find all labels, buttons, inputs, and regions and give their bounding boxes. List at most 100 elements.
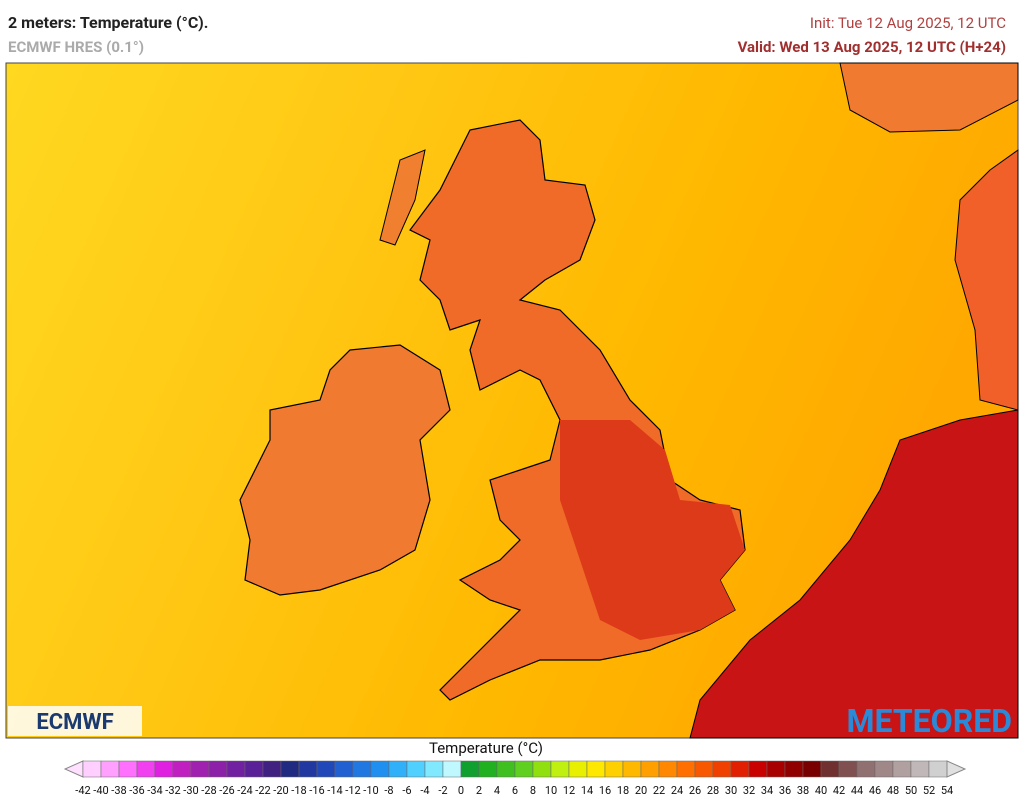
legend-tick-label: 42 <box>833 784 845 797</box>
color-swatch <box>748 760 768 778</box>
hebrides <box>379 149 426 246</box>
color-swatch <box>892 760 912 778</box>
color-swatch <box>910 760 930 778</box>
legend-tick-label: 2 <box>476 784 482 797</box>
ecmwf-logo-box <box>8 706 142 736</box>
color-swatch <box>496 760 516 778</box>
legend-tick-label: -14 <box>327 784 342 797</box>
legend-tick-label: 14 <box>581 784 593 797</box>
legend-tick-label: 50 <box>905 784 917 797</box>
color-swatch <box>586 760 606 778</box>
color-swatch <box>82 760 102 778</box>
color-swatch <box>730 760 750 778</box>
legend-tick-label: 44 <box>851 784 863 797</box>
color-swatch <box>352 760 372 778</box>
legend-tick-label: 22 <box>653 784 665 797</box>
color-swatch <box>802 760 822 778</box>
legend-tick-label: -8 <box>384 784 393 797</box>
norway <box>839 62 1019 133</box>
legend-tick-label: -24 <box>237 784 252 797</box>
color-swatch <box>406 760 426 778</box>
sweden <box>954 149 1019 411</box>
legend-tick-label: -30 <box>183 784 198 797</box>
color-swatch <box>154 760 174 778</box>
legend-tick-label: 48 <box>887 784 899 797</box>
legend-tick-label: 38 <box>797 784 809 797</box>
legend-tick-label: 46 <box>869 784 881 797</box>
legend-tick-label: -16 <box>309 784 324 797</box>
ireland <box>239 344 451 596</box>
legend-tick-label: 54 <box>941 784 953 797</box>
ecmwf-logo: ECMWF <box>36 710 113 735</box>
legend-tick-label: 12 <box>563 784 575 797</box>
color-swatch <box>622 760 642 778</box>
color-swatch <box>550 760 570 778</box>
color-swatch <box>388 760 408 778</box>
color-swatch <box>100 760 120 778</box>
legend-tick-label: -4 <box>420 784 429 797</box>
legend-tick-label: 20 <box>635 784 647 797</box>
init-time: Init: Tue 12 Aug 2025, 12 UTC <box>810 14 1006 32</box>
legend-tick-label: 32 <box>743 784 755 797</box>
color-swatch <box>820 760 840 778</box>
legend-tick-label: -34 <box>147 784 162 797</box>
legend-tick-label: 28 <box>707 784 719 797</box>
color-swatch <box>208 760 228 778</box>
meteored-logo: METEORED <box>846 702 1012 740</box>
color-swatch <box>694 760 714 778</box>
model-label: ECMWF HRES (0.1°) <box>8 38 144 56</box>
legend-tick-label: -42 <box>75 784 90 797</box>
color-swatch <box>136 760 156 778</box>
legend-tick-label: -36 <box>129 784 144 797</box>
color-swatch <box>658 760 678 778</box>
valid-time: Valid: Wed 13 Aug 2025, 12 UTC (H+24) <box>738 38 1006 56</box>
continent <box>689 409 1019 739</box>
color-swatch <box>856 760 876 778</box>
color-swatch <box>190 760 210 778</box>
legend-tick-label: -38 <box>111 784 126 797</box>
color-swatch <box>514 760 534 778</box>
legend-tick-label: 40 <box>815 784 827 797</box>
color-swatch <box>424 760 444 778</box>
color-swatch <box>640 760 660 778</box>
color-swatch <box>280 760 300 778</box>
color-swatch <box>766 760 786 778</box>
under-triangle <box>63 760 84 778</box>
legend-tick-label: -28 <box>201 784 216 797</box>
color-swatch <box>478 760 498 778</box>
legend-tick-label: 36 <box>779 784 791 797</box>
map: ECMWF METEORED <box>5 62 1019 740</box>
legend-tick-label: 24 <box>671 784 683 797</box>
color-swatch <box>172 760 192 778</box>
legend-tick-label: 26 <box>689 784 701 797</box>
color-swatch <box>838 760 858 778</box>
color-swatch <box>460 760 480 778</box>
legend-title: Temperature (°C) <box>429 739 543 757</box>
legend-tick-label: 8 <box>530 784 536 797</box>
legend-tick-label: 6 <box>512 784 518 797</box>
england-warm <box>560 420 745 640</box>
color-swatch <box>604 760 624 778</box>
legend-tick-label: 10 <box>545 784 557 797</box>
color-swatch <box>226 760 246 778</box>
color-swatch <box>784 760 804 778</box>
legend-tick-label: -6 <box>402 784 411 797</box>
legend-tick-label: -32 <box>165 784 180 797</box>
color-swatch <box>262 760 282 778</box>
legend-tick-label: -2 <box>438 784 447 797</box>
color-swatch <box>442 760 462 778</box>
legend-tick-label: 30 <box>725 784 737 797</box>
color-swatch <box>676 760 696 778</box>
legend-tick-label: -18 <box>291 784 306 797</box>
legend-tick-label: -22 <box>255 784 270 797</box>
legend-tick-label: 18 <box>617 784 629 797</box>
colorbar: -42 -40 -38 -36 -34 -32 -30 -28 -26 -24 -22 -20 -18-… <box>63 760 967 797</box>
color-swatch <box>118 760 138 778</box>
color-swatch <box>298 760 318 778</box>
over-triangle <box>946 760 967 778</box>
color-swatch <box>568 760 588 778</box>
color-swatch <box>316 760 336 778</box>
legend-tick-label: -10 <box>363 784 378 797</box>
legend-tick-label: -12 <box>345 784 360 797</box>
